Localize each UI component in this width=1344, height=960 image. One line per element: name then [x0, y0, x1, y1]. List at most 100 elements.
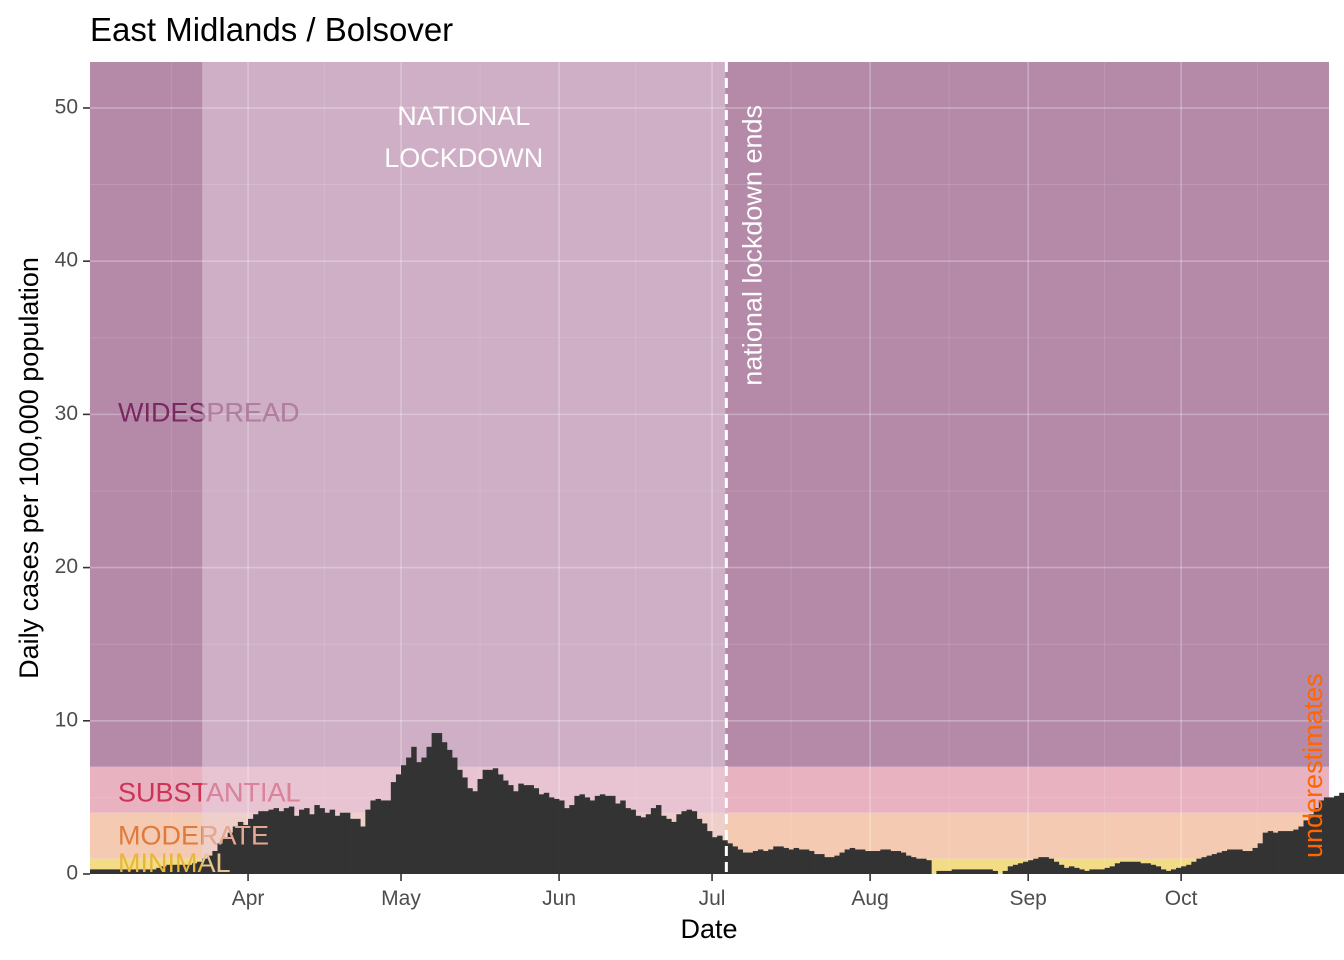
- bar: [202, 858, 208, 874]
- bar: [900, 852, 907, 874]
- bar: [90, 869, 96, 874]
- bar: [477, 779, 483, 874]
- lockdown-overlay: [202, 62, 726, 874]
- bar: [737, 849, 743, 874]
- bar: [961, 869, 968, 874]
- bar: [569, 805, 575, 874]
- band-label-minimal: MINIMAL: [118, 848, 231, 878]
- bar: [691, 811, 698, 874]
- bar: [1114, 863, 1121, 874]
- bar: [1339, 792, 1344, 874]
- bar: [1155, 866, 1162, 874]
- x-tick-label: Aug: [851, 887, 888, 910]
- bar: [824, 857, 830, 874]
- bar: [1074, 867, 1080, 874]
- bar: [1313, 808, 1320, 874]
- bar: [574, 795, 580, 874]
- bar: [436, 733, 443, 874]
- band-label-widespread: WIDESPREAD: [118, 398, 300, 428]
- bar: [880, 849, 886, 874]
- bar: [1017, 863, 1024, 874]
- bar: [1028, 860, 1034, 874]
- band-label-veil: WIDESPREAD: [118, 398, 300, 428]
- bar: [156, 867, 162, 874]
- bar: [773, 846, 779, 874]
- bar: [253, 814, 259, 874]
- bar: [1323, 797, 1330, 874]
- bar: [446, 749, 453, 874]
- bar: [385, 800, 392, 874]
- bar: [166, 864, 172, 874]
- bar: [344, 812, 351, 874]
- bar: [227, 832, 234, 874]
- bar: [1272, 832, 1279, 874]
- bar: [314, 805, 320, 874]
- x-tick-label: Jun: [542, 887, 576, 910]
- bar: [472, 791, 478, 874]
- bar: [191, 863, 198, 874]
- x-tick-label: Jul: [699, 887, 726, 910]
- bar: [747, 852, 754, 874]
- bar: [890, 851, 896, 874]
- bar: [222, 837, 229, 874]
- bar: [125, 869, 132, 874]
- y-tick-label: 20: [55, 555, 78, 578]
- bar: [503, 780, 509, 874]
- bar: [829, 857, 835, 874]
- bar: [681, 811, 687, 874]
- bar: [365, 809, 371, 874]
- bar: [1293, 829, 1299, 874]
- bar: [1038, 857, 1044, 874]
- bar: [1094, 869, 1100, 874]
- bar: [594, 795, 601, 874]
- bar: [1232, 849, 1238, 874]
- bar: [482, 769, 489, 874]
- bar: [355, 818, 361, 874]
- bar: [752, 851, 759, 874]
- bar: [1308, 814, 1315, 874]
- bar: [1283, 831, 1289, 874]
- bar: [579, 794, 585, 874]
- bar: [1201, 857, 1207, 874]
- bar: [666, 818, 672, 874]
- bar: [701, 823, 708, 874]
- bar: [951, 869, 958, 874]
- bar: [115, 869, 121, 874]
- bar: [462, 777, 468, 874]
- bar: [248, 818, 254, 874]
- bar: [936, 870, 942, 874]
- chart-title: East Midlands / Bolsover: [90, 11, 453, 48]
- bar: [1196, 858, 1202, 874]
- bar: [411, 746, 417, 874]
- bar: [293, 815, 300, 874]
- x-axis-title: Date: [680, 914, 737, 944]
- bar: [416, 762, 422, 874]
- bar: [487, 769, 494, 874]
- bar: [615, 803, 621, 874]
- bar: [885, 849, 891, 874]
- bar: [859, 849, 866, 874]
- bar: [732, 846, 738, 874]
- bar: [865, 851, 871, 874]
- bar: [972, 869, 978, 874]
- bar: [696, 818, 703, 874]
- bar: [278, 811, 285, 874]
- bar: [1278, 831, 1284, 874]
- bar: [334, 815, 341, 874]
- bar: [1084, 870, 1090, 874]
- bar: [655, 805, 662, 874]
- bar: [110, 869, 116, 874]
- bar: [819, 854, 825, 874]
- bar: [390, 782, 397, 874]
- bar: [538, 794, 545, 874]
- bar: [1130, 861, 1136, 874]
- bar: [528, 785, 534, 874]
- bar: [380, 800, 387, 874]
- bar: [941, 870, 947, 874]
- bar: [763, 851, 769, 874]
- bar: [788, 849, 794, 874]
- bar: [181, 864, 188, 874]
- x-axis: Apr May Jun Jul Aug Sep Oct: [232, 874, 1198, 910]
- bar: [1104, 867, 1111, 874]
